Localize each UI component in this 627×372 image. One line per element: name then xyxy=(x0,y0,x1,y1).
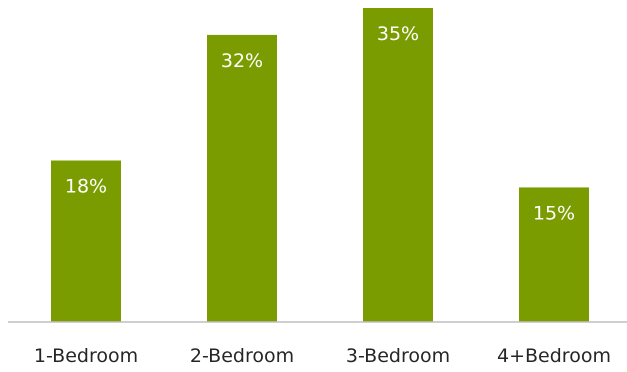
bar-3-bedroom xyxy=(363,8,433,322)
data-label: 35% xyxy=(377,23,419,45)
bar-4-bedroom xyxy=(519,187,589,322)
category-label: 3-Bedroom xyxy=(346,345,450,367)
category-label: 2-Bedroom xyxy=(190,345,294,367)
category-label: 4+Bedroom xyxy=(497,345,611,367)
data-label: 32% xyxy=(221,50,263,72)
category-labels-layer: 1-Bedroom 2-Bedroom 3-Bedroom 4+Bedroom xyxy=(34,345,611,367)
data-label: 18% xyxy=(65,176,107,198)
bars-layer xyxy=(51,8,589,323)
data-label: 15% xyxy=(533,202,575,224)
category-label: 1-Bedroom xyxy=(34,345,138,367)
bar-1-bedroom xyxy=(51,160,121,322)
data-labels-layer: 18% 32% 35% 15% xyxy=(65,23,575,224)
bar-2-bedroom xyxy=(207,34,277,323)
